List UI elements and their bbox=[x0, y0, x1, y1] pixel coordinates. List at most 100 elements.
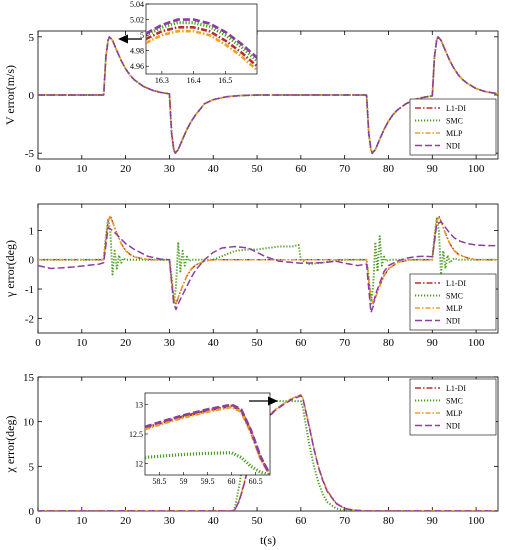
x-tick-label: 20 bbox=[120, 515, 132, 527]
x-tick-label: 90 bbox=[427, 515, 439, 527]
inset-y-tick-label: 5 bbox=[140, 31, 144, 40]
x-tick-label: 90 bbox=[427, 337, 439, 349]
x-tick-label: 20 bbox=[120, 163, 132, 175]
inset-line-l1-di bbox=[146, 26, 257, 68]
y-tick-label: 5 bbox=[29, 461, 35, 473]
series-line-ndi bbox=[38, 36, 498, 154]
inset-line-ndi bbox=[145, 403, 270, 475]
legend-label: NDI bbox=[446, 142, 461, 151]
inset-x-tick-label: 59.5 bbox=[201, 477, 215, 486]
legend-label: MLP bbox=[446, 304, 463, 313]
inset-x-tick-label: 59 bbox=[179, 477, 187, 486]
inset-line-ndi bbox=[146, 18, 257, 59]
legend-label: MLP bbox=[446, 129, 463, 138]
series-group bbox=[38, 35, 498, 155]
inset-series bbox=[145, 403, 270, 475]
zoom-arrow-head bbox=[268, 396, 278, 406]
zoom-arrow-head bbox=[118, 34, 128, 44]
panel-gamma: 0 10 20 30 40 50 60 70 80 90 100 -2 -1 0 1 γ error(deg)… bbox=[3, 203, 499, 349]
series-line-smc bbox=[38, 217, 498, 305]
legend-label: MLP bbox=[446, 409, 463, 418]
x-tick-label: 50 bbox=[252, 337, 264, 349]
legend-label: NDI bbox=[446, 317, 461, 326]
inset-box bbox=[144, 392, 271, 476]
legend-label: L1-DI bbox=[446, 104, 466, 113]
inset-y-tick-label: 12.5 bbox=[129, 430, 143, 439]
x-tick-label: 100 bbox=[468, 163, 485, 175]
inset-y-tick-label: 5.02 bbox=[130, 16, 144, 25]
x-tick-label: 20 bbox=[120, 337, 132, 349]
inset-y-tick-label: 13 bbox=[135, 401, 143, 410]
inset-box bbox=[145, 3, 258, 75]
x-tick-label: 100 bbox=[468, 337, 485, 349]
y-tick-label: 10 bbox=[23, 417, 35, 429]
axes-box bbox=[37, 203, 499, 334]
x-tick-label: 40 bbox=[208, 337, 220, 349]
inset-y-tick-label: 5.04 bbox=[130, 0, 144, 9]
y-tick-label: -2 bbox=[25, 313, 34, 325]
x-tick-label: 0 bbox=[35, 337, 41, 349]
y-tick-label: 0 bbox=[29, 255, 35, 267]
x-axis-label: t(s) bbox=[260, 533, 276, 547]
inset: 16.3 16.4 16.5 4.96 4.98 5 5.02 5.04 bbox=[118, 0, 258, 85]
series-line-ndi bbox=[38, 220, 498, 314]
legend: L1-DI SMC MLP NDI bbox=[409, 98, 497, 156]
legend-label: SMC bbox=[446, 397, 463, 406]
y-tick-label: 15 bbox=[23, 372, 35, 384]
inset-x-tick-label: 60.5 bbox=[249, 477, 263, 486]
axes-box bbox=[37, 376, 499, 512]
legend: L1-DI SMC MLP NDI bbox=[409, 378, 497, 436]
series-group bbox=[38, 215, 498, 314]
y-axis-label: V error(m/s) bbox=[3, 65, 17, 125]
x-tick-label: 100 bbox=[468, 515, 485, 527]
x-tick-label: 70 bbox=[339, 163, 351, 175]
x-tick-label: 10 bbox=[76, 163, 88, 175]
y-tick-label: 5 bbox=[29, 32, 35, 44]
x-tick-label: 30 bbox=[164, 515, 176, 527]
y-axis-label: γ error(deg) bbox=[3, 240, 17, 298]
inset-line-smc bbox=[145, 451, 270, 475]
x-tick-label: 80 bbox=[383, 163, 395, 175]
x-tick-label: 90 bbox=[427, 163, 439, 175]
x-tick-label: 80 bbox=[383, 337, 395, 349]
inset-x-tick-label: 16.4 bbox=[187, 76, 201, 85]
inset-x-tick-label: 16.5 bbox=[218, 76, 232, 85]
legend-label: SMC bbox=[446, 117, 463, 126]
x-tick-label: 80 bbox=[383, 515, 395, 527]
x-tick-label: 60 bbox=[295, 515, 307, 527]
x-tick-label: 40 bbox=[208, 515, 220, 527]
x-tick-label: 0 bbox=[35, 163, 41, 175]
inset-series bbox=[146, 18, 257, 72]
series-line-mlp bbox=[38, 215, 498, 304]
y-tick-label: -5 bbox=[25, 148, 35, 160]
x-tick-label: 50 bbox=[252, 515, 264, 527]
inset-y-tick-label: 12 bbox=[135, 459, 143, 468]
x-tick-label: 0 bbox=[35, 515, 41, 527]
x-tick-label: 70 bbox=[339, 515, 351, 527]
legend-label: L1-DI bbox=[446, 384, 466, 393]
x-tick-label: 30 bbox=[164, 337, 176, 349]
legend-label: L1-DI bbox=[446, 279, 466, 288]
y-tick-label: 1 bbox=[29, 225, 35, 237]
x-tick-label: 50 bbox=[252, 163, 264, 175]
x-tick-label: 30 bbox=[164, 163, 176, 175]
inset: 58.5 59 59.5 60 60.5 12 12.5 13 bbox=[129, 392, 278, 486]
legend-label: SMC bbox=[446, 292, 463, 301]
x-tick-label: 70 bbox=[339, 337, 351, 349]
inset-y-tick-label: 4.96 bbox=[130, 62, 144, 71]
inset-x-tick-label: 16.3 bbox=[155, 76, 169, 85]
y-axis-label: χ error(deg) bbox=[3, 416, 17, 474]
panel-chi: 0 10 20 30 40 50 60 70 80 90 100 0 5 10 15 χ error(deg)… bbox=[3, 372, 499, 527]
x-tick-label: 40 bbox=[208, 163, 220, 175]
x-tick-label: 10 bbox=[76, 515, 88, 527]
legend: L1-DI SMC MLP NDI bbox=[409, 273, 497, 331]
inset-x-tick-label: 60 bbox=[228, 477, 236, 486]
y-tick-label: 0 bbox=[29, 90, 35, 102]
series-line-ndi bbox=[38, 395, 498, 511]
y-tick-label: 0 bbox=[29, 506, 35, 518]
inset-y-tick-label: 4.98 bbox=[130, 47, 144, 56]
inset-x-tick-label: 58.5 bbox=[152, 477, 166, 486]
series-line-mlp bbox=[38, 394, 498, 511]
